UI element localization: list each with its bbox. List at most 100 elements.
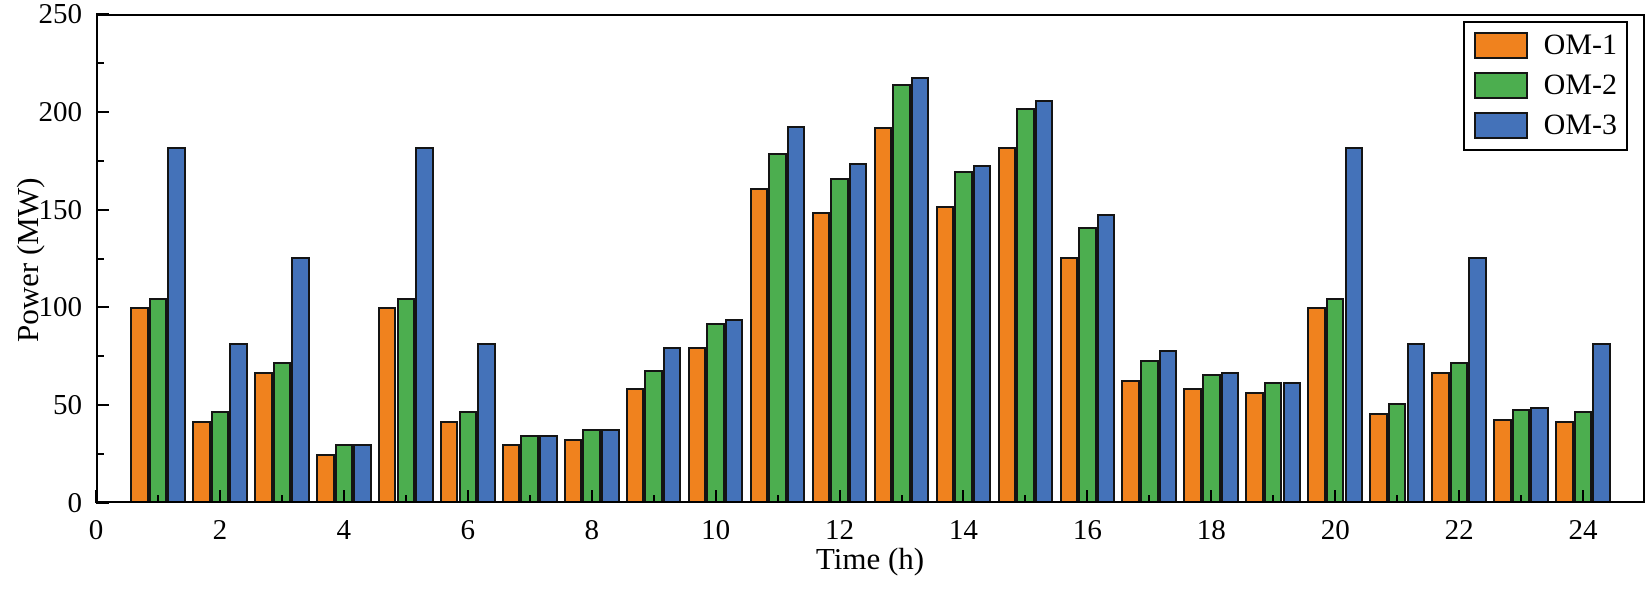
bar-om-3-h23	[1530, 407, 1549, 503]
x-tick-label: 6	[460, 514, 476, 546]
bar-om-3-h15	[1034, 100, 1054, 503]
x-major-tick	[590, 490, 593, 503]
bar-om-2-h3	[272, 362, 292, 503]
bar-om-2-h19	[1263, 381, 1283, 503]
legend-row-om-1: OM-1	[1473, 28, 1617, 61]
y-minor-tick	[96, 355, 104, 358]
legend-swatch-om-2	[1473, 71, 1528, 99]
bar-om-2-h18	[1202, 373, 1221, 503]
x-tick-label: 2	[212, 514, 228, 546]
bar-om-1-h18	[1183, 387, 1202, 503]
x-tick-label: 4	[336, 514, 352, 546]
bar-om-1-h8	[563, 438, 583, 503]
x-minor-tick	[1520, 495, 1523, 503]
x-tick-label: 14	[948, 514, 978, 546]
x-tick-label: 10	[701, 514, 731, 546]
x-major-tick	[962, 490, 965, 503]
x-tick-label: 8	[584, 514, 599, 546]
bar-om-1-h9	[625, 387, 645, 503]
y-major-tick	[96, 306, 109, 309]
y-minor-tick	[96, 453, 104, 456]
bar-om-3-h5	[415, 147, 434, 503]
bar-om-3-h11	[786, 125, 806, 503]
plot-area	[95, 13, 1645, 504]
bar-om-1-h11	[749, 188, 769, 503]
x-major-tick	[1210, 490, 1213, 503]
legend: OM-1 OM-2 OM-3	[1462, 21, 1628, 151]
bar-om-2-h17	[1140, 360, 1159, 503]
bar-om-3-h18	[1220, 371, 1240, 503]
bar-om-3-h20	[1344, 147, 1364, 503]
x-major-tick	[218, 490, 221, 503]
bar-om-3-h1	[167, 147, 186, 503]
y-minor-tick	[96, 257, 104, 260]
x-tick-label: 0	[88, 514, 104, 546]
bar-om-3-h19	[1282, 381, 1302, 503]
x-minor-tick	[776, 495, 779, 503]
x-minor-tick	[1148, 495, 1151, 503]
bar-om-3-h6	[477, 342, 496, 503]
x-major-tick	[342, 490, 345, 503]
bar-om-2-h22	[1449, 362, 1469, 503]
x-tick-label: 22	[1444, 514, 1474, 546]
bar-om-1-h7	[501, 444, 521, 503]
bar-om-3-h24	[1592, 342, 1611, 503]
x-minor-tick	[528, 495, 531, 503]
legend-row-om-3: OM-3	[1473, 108, 1617, 141]
legend-row-om-2: OM-2	[1473, 68, 1617, 101]
y-major-tick	[96, 110, 109, 113]
bar-om-1-h2	[192, 420, 211, 503]
y-tick-label: 0	[67, 487, 83, 519]
x-minor-tick	[652, 495, 655, 503]
y-tick-label: 200	[38, 95, 83, 128]
x-minor-tick	[900, 495, 903, 503]
bar-om-1-h21	[1369, 413, 1388, 503]
bar-om-1-h24	[1555, 420, 1574, 503]
bar-om-1-h4	[316, 454, 335, 503]
bar-om-3-h10	[724, 319, 744, 503]
bar-om-1-h6	[439, 420, 459, 503]
bar-om-2-h12	[830, 178, 849, 503]
bar-om-3-h22	[1468, 256, 1487, 503]
legend-swatch-om-1	[1473, 31, 1528, 59]
bar-om-3-h4	[353, 444, 372, 503]
x-minor-tick	[1272, 495, 1275, 503]
bar-om-2-h9	[644, 370, 663, 503]
legend-label-om-1: OM-1	[1543, 28, 1617, 61]
legend-label-om-3: OM-3	[1543, 108, 1617, 141]
x-minor-tick	[157, 495, 159, 503]
bar-om-1-h19	[1245, 391, 1264, 503]
y-tick-label: 100	[38, 291, 83, 324]
x-tick-label: 24	[1568, 514, 1598, 546]
bar-om-2-h20	[1325, 297, 1345, 503]
bar-om-1-h14	[935, 205, 955, 503]
bar-om-1-h15	[997, 147, 1017, 503]
x-tick-label: 16	[1072, 514, 1102, 546]
x-minor-tick	[1396, 495, 1399, 503]
x-minor-tick	[280, 495, 283, 503]
bar-om-3-h14	[972, 164, 992, 503]
x-major-tick	[1334, 490, 1337, 503]
bar-om-3-h9	[662, 346, 682, 503]
bar-om-3-h2	[229, 342, 248, 503]
x-major-tick	[1458, 490, 1461, 503]
bar-om-2-h7	[520, 434, 539, 503]
bar-om-1-h23	[1493, 418, 1512, 503]
bar-om-2-h1	[148, 297, 168, 503]
bar-om-2-h21	[1387, 403, 1407, 503]
y-major-tick	[96, 208, 109, 211]
y-tick-label: 250	[38, 0, 83, 30]
y-tick-label: 50	[53, 389, 82, 422]
x-tick-label: 18	[1196, 514, 1226, 546]
bar-om-2-h13	[892, 84, 911, 503]
x-tick-label: 20	[1320, 514, 1350, 546]
legend-label-om-2: OM-2	[1543, 68, 1617, 101]
bar-om-1-h16	[1059, 256, 1079, 503]
bar-om-2-h10	[706, 323, 725, 503]
bar-om-3-h17	[1158, 350, 1178, 503]
bar-om-2-h11	[768, 152, 787, 503]
bar-om-3-h7	[539, 434, 558, 503]
bar-om-3-h21	[1406, 342, 1426, 503]
bar-om-1-h3	[254, 371, 273, 503]
